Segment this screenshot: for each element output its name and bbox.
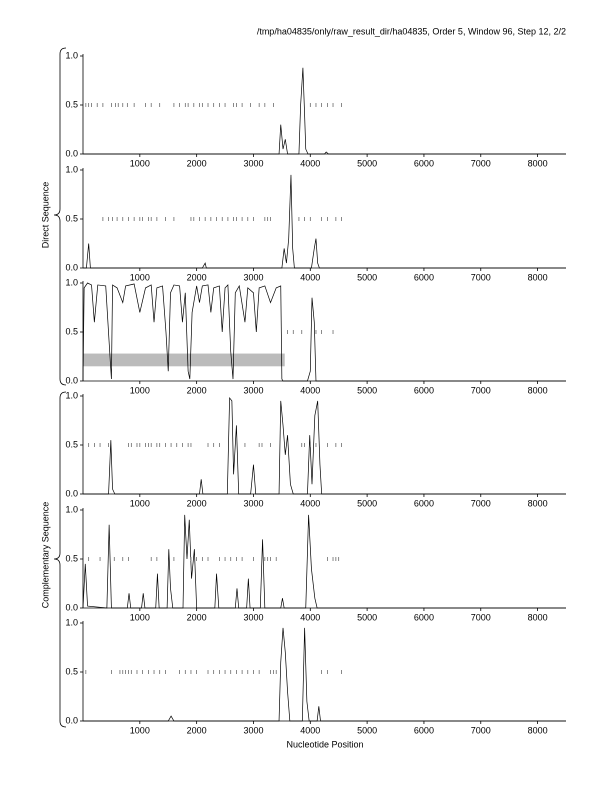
line <box>82 282 566 382</box>
line <box>83 396 566 495</box>
y-tick-label: 0.5 <box>65 553 78 563</box>
x-tick-label: 4000 <box>300 498 320 508</box>
x-tick-label: 6000 <box>414 612 434 622</box>
x-tick-label: 4000 <box>300 272 320 282</box>
x-tick-label: 2000 <box>187 385 207 395</box>
x-tick-label: 4000 <box>300 725 320 735</box>
y-tick-label: 1.0 <box>65 164 78 174</box>
x-tick-label: 1000 <box>130 725 150 735</box>
x-tick-label: 1000 <box>130 158 150 168</box>
x-tick-label: 3000 <box>243 725 263 735</box>
x-tick-label: 2000 <box>187 725 207 735</box>
figure-title: /tmp/ha04835/only/raw_result_dir/ha04835… <box>257 26 566 36</box>
group-brace <box>53 391 67 728</box>
line <box>82 514 566 609</box>
y-tick-label: 1.0 <box>65 617 78 627</box>
x-tick-label: 1000 <box>130 498 150 508</box>
x-tick-label: 2000 <box>187 498 207 508</box>
x-tick-label: 3000 <box>243 272 263 282</box>
x-tick-label: 7000 <box>471 385 491 395</box>
y-tick-label: 0.0 <box>65 262 78 272</box>
x-tick-label: 7000 <box>471 158 491 168</box>
x-tick-label: 6000 <box>414 498 434 508</box>
group-label: Direct Sequence <box>40 182 50 249</box>
x-tick-label: 8000 <box>528 272 548 282</box>
x-tick-label: 2000 <box>187 158 207 168</box>
x-axis-label: Nucleotide Position <box>286 739 363 749</box>
x-tick-label: 1000 <box>130 385 150 395</box>
x-tick-label: 6000 <box>414 385 434 395</box>
band <box>83 353 285 367</box>
line <box>83 67 566 155</box>
x-tick-label: 6000 <box>414 158 434 168</box>
x-tick-label: 1000 <box>130 612 150 622</box>
x-tick-label: 1000 <box>130 272 150 282</box>
x-tick-label: 7000 <box>471 612 491 622</box>
y-tick-label: 0.0 <box>65 488 78 498</box>
y-tick-label: 0.0 <box>65 602 78 612</box>
x-tick-label: 2000 <box>187 612 207 622</box>
y-tick-label: 0.5 <box>65 666 78 676</box>
x-tick-label: 2000 <box>187 272 207 282</box>
y-tick-label: 0.0 <box>65 375 78 385</box>
y-tick-label: 1.0 <box>65 50 78 60</box>
line <box>83 627 566 722</box>
y-tick-label: 0.0 <box>65 148 78 158</box>
x-tick-label: 4000 <box>300 158 320 168</box>
line <box>83 174 566 269</box>
y-tick-label: 0.5 <box>65 99 78 109</box>
x-tick-label: 6000 <box>414 725 434 735</box>
x-tick-label: 5000 <box>357 498 377 508</box>
x-tick-label: 8000 <box>528 612 548 622</box>
y-tick-label: 0.5 <box>65 213 78 223</box>
x-tick-label: 7000 <box>471 498 491 508</box>
x-tick-label: 8000 <box>528 725 548 735</box>
y-tick-label: 0.5 <box>65 439 78 449</box>
x-tick-label: 7000 <box>471 272 491 282</box>
y-tick-label: 0.5 <box>65 326 78 336</box>
x-tick-label: 5000 <box>357 385 377 395</box>
x-tick-label: 5000 <box>357 158 377 168</box>
x-tick-label: 7000 <box>471 725 491 735</box>
x-tick-label: 4000 <box>300 612 320 622</box>
x-tick-label: 5000 <box>357 725 377 735</box>
x-tick-label: 3000 <box>243 612 263 622</box>
x-tick-label: 3000 <box>243 385 263 395</box>
y-tick-label: 1.0 <box>65 504 78 514</box>
group-brace <box>53 47 67 386</box>
x-tick-label: 8000 <box>528 158 548 168</box>
x-tick-label: 4000 <box>300 385 320 395</box>
x-tick-label: 6000 <box>414 272 434 282</box>
x-tick-label: 8000 <box>528 498 548 508</box>
y-tick-label: 1.0 <box>65 390 78 400</box>
y-tick-label: 0.0 <box>65 715 78 725</box>
x-tick-label: 3000 <box>243 498 263 508</box>
x-tick-label: 5000 <box>357 612 377 622</box>
y-tick-label: 1.0 <box>65 277 78 287</box>
x-tick-label: 8000 <box>528 385 548 395</box>
x-tick-label: 5000 <box>357 272 377 282</box>
x-tick-label: 3000 <box>243 158 263 168</box>
group-label: Complementary Sequence <box>40 502 50 609</box>
